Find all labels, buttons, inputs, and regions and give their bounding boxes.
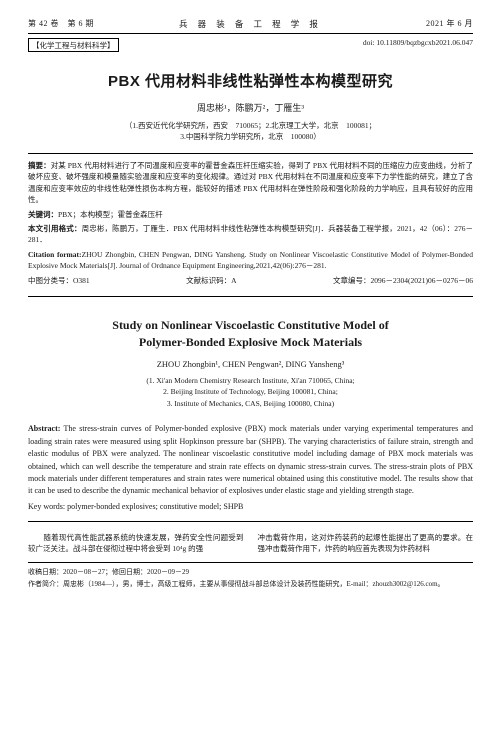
citation-en-label: Citation format:: [28, 250, 82, 259]
keywords-cn-text: PBX；本构模型；霍普金森压杆: [58, 210, 163, 219]
section-tag: 【化学工程与材料科学】: [28, 38, 119, 52]
abstract-cn-text: 对某 PBX 代用材料进行了不同温度和应变率的霍普金森压杆压缩实验，得到了 PB…: [28, 161, 473, 205]
abstract-en: Abstract: The stress-strain curves of Po…: [28, 423, 473, 497]
citation-cn-text: 周忠彬，陈鹏万，丁雁生．PBX 代用材料非线性粘弹性本构模型研究[J]．兵器装备…: [28, 224, 473, 244]
keywords-cn-label: 关键词：: [28, 210, 58, 219]
citation-en: Citation format:ZHOU Zhongbin, CHEN Peng…: [28, 249, 473, 272]
clc-number: 中图分类号：O381: [28, 275, 90, 286]
title-en: Study on Nonlinear Viscoelastic Constitu…: [28, 317, 473, 351]
body-col-right: 冲击载荷作用，这对炸药装药的起爆性能提出了更高的要求。在强冲击载荷作用下，炸药的…: [258, 532, 474, 555]
top-rule: [28, 33, 473, 34]
authors-en: ZHOU Zhongbin¹, CHEN Pengwan², DING Yans…: [28, 359, 473, 369]
keywords-cn: 关键词：PBX；本构模型；霍普金森压杆: [28, 209, 473, 220]
title-cn: PBX 代用材料非线性粘弹性本构模型研究: [28, 70, 473, 91]
authors-cn: 周忠彬¹，陈鹏万²，丁雁生³: [28, 101, 473, 114]
affil-en: (1. Xi'an Modern Chemistry Research Inst…: [28, 375, 473, 410]
keywords-en: Key words: polymer-bonded explosives; co…: [28, 502, 473, 511]
keywords-en-label: Key words:: [28, 502, 65, 511]
doi: doi: 10.11809/bqzbgcxb2021.06.047: [363, 38, 473, 52]
abstract-cn: 摘要：对某 PBX 代用材料进行了不同温度和应变率的霍普金森压杆压缩实验，得到了…: [28, 160, 473, 207]
citation-en-text: ZHOU Zhongbin, CHEN Pengwan, DING Yanshe…: [28, 250, 473, 270]
abstract-en-label: Abstract:: [28, 424, 60, 433]
author-bio: 作者简介：周忠彬（1984—），男，博士，高级工程师，主要从事侵彻战斗部总体设计…: [28, 580, 445, 588]
body-col-left: 随着现代高性能武器系统的快速发展，弹药安全性问题受到较广泛关注。战斗部在侵彻过程…: [28, 532, 244, 555]
affil-cn: （1.西安近代化学研究所，西安 710065；2.北京理工大学，北京 10008…: [28, 120, 473, 143]
article-number: 文章编号：2096－2304(2021)06－0276－06: [333, 275, 473, 286]
citation-cn-label: 本文引用格式：: [28, 224, 82, 233]
mid-rule: [28, 296, 473, 297]
abstract-rule: [28, 153, 473, 154]
abstract-en-text: The stress-strain curves of Polymer-bond…: [28, 424, 473, 495]
body-columns: 随着现代高性能武器系统的快速发展，弹药安全性问题受到较广泛关注。战斗部在侵彻过程…: [28, 532, 473, 555]
citation-cn: 本文引用格式：周忠彬，陈鹏万，丁雁生．PBX 代用材料非线性粘弹性本构模型研究[…: [28, 223, 473, 246]
recv-date: 收稿日期：2020－08－27；修回日期：2020－09－29: [28, 568, 189, 576]
footer: 收稿日期：2020－08－27；修回日期：2020－09－29 作者简介：周忠彬…: [28, 567, 473, 589]
abstract-cn-label: 摘要：: [28, 161, 51, 170]
keywords-en-text: polymer-bonded explosives; constitutive …: [65, 502, 243, 511]
footer-rule: [28, 562, 473, 563]
journal-name: 兵 器 装 备 工 程 学 报: [0, 18, 501, 30]
doc-code: 文献标识码：A: [186, 275, 236, 286]
classification-row: 中图分类号：O381 文献标识码：A 文章编号：2096－2304(2021)0…: [28, 275, 473, 286]
abs-en-rule: [28, 521, 473, 522]
